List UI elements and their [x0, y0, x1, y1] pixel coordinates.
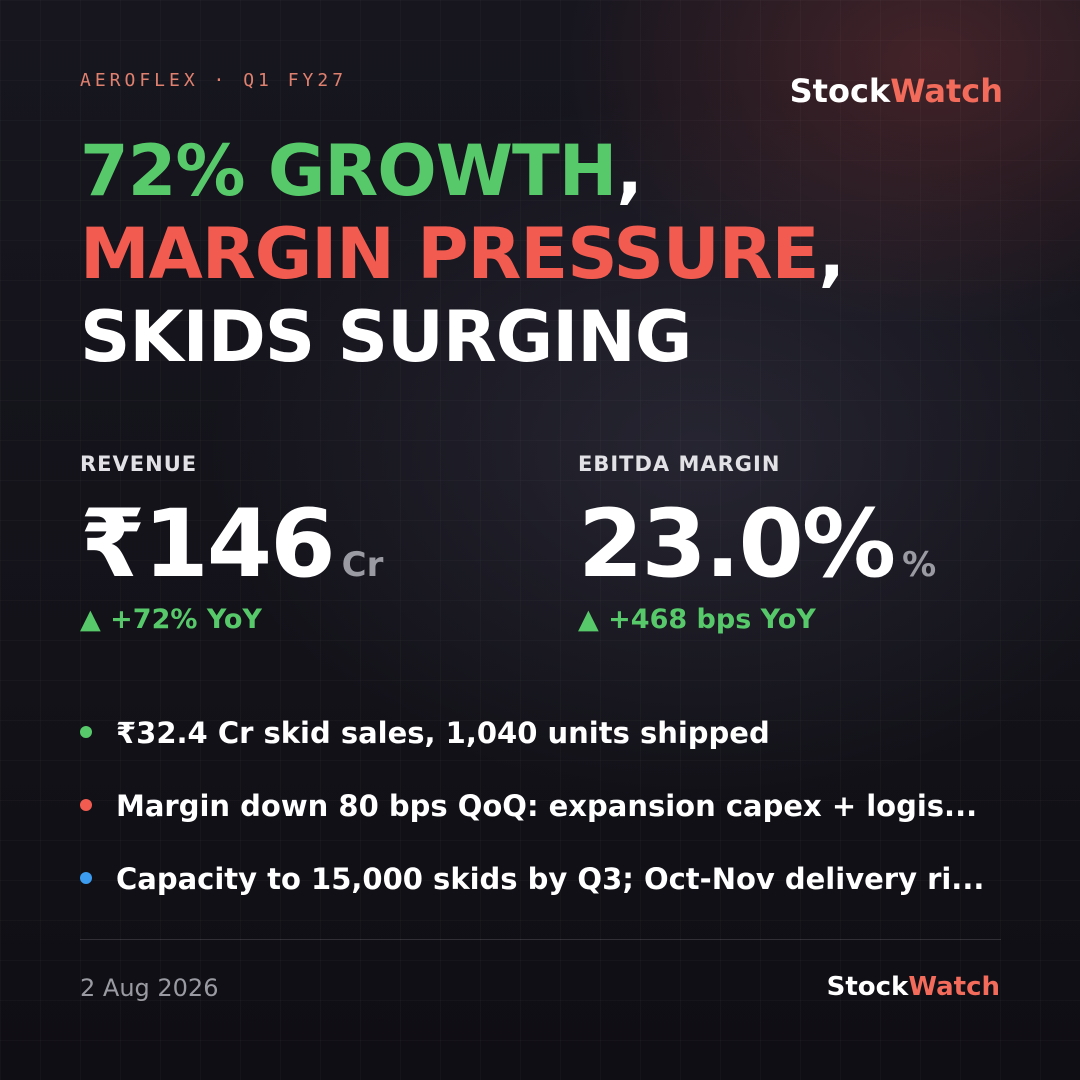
- date: 2 Aug 2026: [80, 974, 219, 1002]
- metric-label: REVENUE: [80, 452, 198, 476]
- headline-highlight: MARGIN PRESSURE: [80, 213, 819, 295]
- metric-value: 23.0%%: [578, 490, 936, 599]
- brand-logo: StockWatch: [827, 972, 1000, 1002]
- headline-line: MARGIN PRESSURE,: [80, 213, 845, 296]
- bullet-text: Capacity to 15,000 skids by Q3; Oct-Nov …: [116, 862, 985, 896]
- bullet-dot: [80, 726, 92, 738]
- metric-number: ₹146: [80, 490, 336, 599]
- metric-change: ▲ +468 bps YoY: [578, 604, 816, 635]
- divider: [80, 939, 1001, 940]
- bullet-dot: [80, 872, 92, 884]
- metric-unit: Cr: [341, 545, 384, 585]
- bullet-text: Margin down 80 bps QoQ: expansion capex …: [116, 789, 978, 823]
- bullet: ₹32.4 Cr skid sales, 1,040 units shipped: [80, 716, 1000, 750]
- metric-change: ▲ +72% YoY: [80, 604, 262, 635]
- metric-number: 23.0%: [578, 490, 896, 599]
- metric-unit: %: [902, 545, 937, 585]
- bullet-dot: [80, 799, 92, 811]
- headline: 72% GROWTH, MARGIN PRESSURE, SKIDS SURGI…: [80, 130, 845, 379]
- headline-punct: ,: [616, 130, 643, 212]
- headline-text: SKIDS SURGING: [80, 296, 692, 378]
- kicker: AEROFLEX · Q1 FY27: [80, 70, 348, 91]
- headline-punct: ,: [818, 213, 845, 295]
- metric-value: ₹146 Cr: [80, 490, 383, 599]
- brand-part: Stock: [789, 72, 891, 110]
- headline-line: 72% GROWTH,: [80, 130, 844, 213]
- metric-label: EBITDA MARGIN: [578, 452, 781, 476]
- headline-line: SKIDS SURGING: [80, 296, 844, 379]
- brand-part: Watch: [890, 72, 1003, 110]
- brand-part: Stock: [826, 972, 909, 1002]
- bullet: Margin down 80 bps QoQ: expansion capex …: [80, 789, 1000, 823]
- bullet-text: ₹32.4 Cr skid sales, 1,040 units shipped: [116, 716, 770, 750]
- brand-logo: StockWatch: [790, 72, 1003, 110]
- bullet: Capacity to 15,000 skids by Q3; Oct-Nov …: [80, 862, 1000, 896]
- headline-highlight: 72% GROWTH: [80, 130, 617, 212]
- brand-part: Watch: [908, 972, 1000, 1002]
